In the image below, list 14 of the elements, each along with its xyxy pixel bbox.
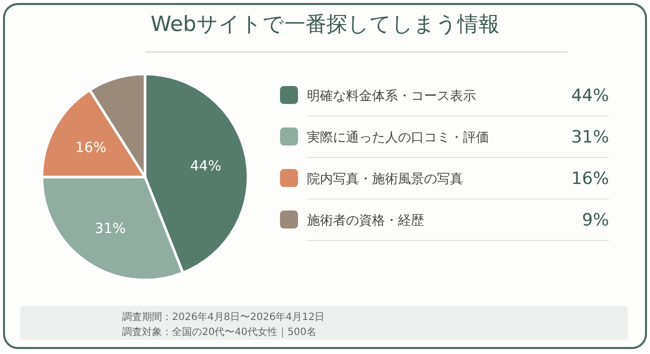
legend-label: 明確な料金体系・コース表示 (307, 89, 476, 104)
text: 31% (571, 128, 609, 148)
legend-label: 院内写真・施術風景の写真 (307, 172, 463, 187)
data-label: 9% (582, 210, 609, 230)
text: 44% (571, 86, 609, 106)
data-label: 16% (75, 140, 106, 156)
text: 調査対象：全国の20代〜40代女性｜500名 (122, 326, 317, 338)
chart-title: Webサイトで一番探してしまう情報 (150, 12, 500, 36)
data-label: 31% (94, 221, 126, 238)
legend-label: 施術者の資格・経歴 (307, 214, 424, 228)
text: 16% (571, 169, 609, 189)
text: 調査期間：2026年4月8日〜2026年4月12日 (122, 311, 325, 323)
legend-label: 実際に通った人の口コミ・評価 (307, 130, 489, 146)
data-label: 44% (190, 158, 222, 174)
